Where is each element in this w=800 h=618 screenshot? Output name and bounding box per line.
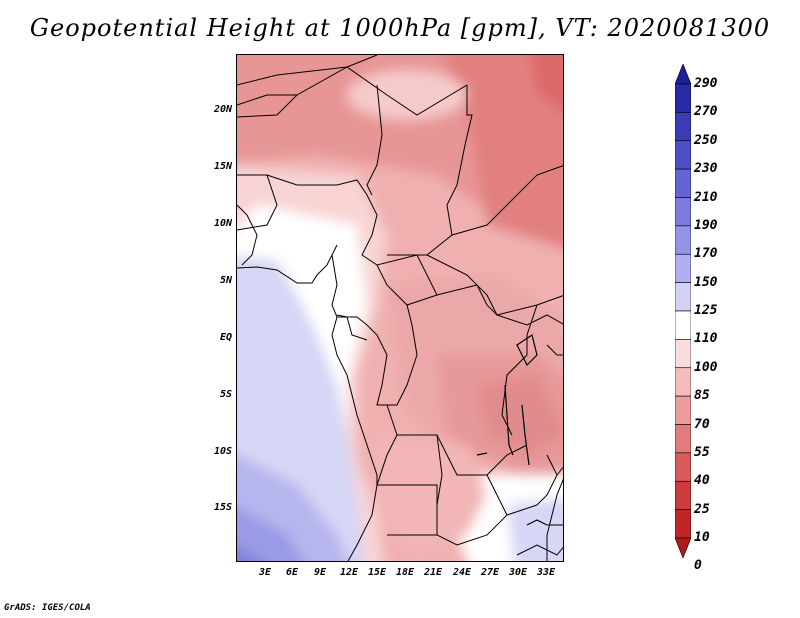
colorbar-swatch — [675, 112, 691, 142]
colorbar-swatch — [675, 339, 691, 369]
colorbar-label: 230 — [694, 161, 718, 177]
lon-tick-12e: 12E — [339, 567, 359, 578]
colorbar-swatch — [675, 197, 691, 227]
colorbar-label: 170 — [694, 246, 718, 262]
colorbar — [675, 64, 691, 558]
colorbar-label: 110 — [694, 331, 718, 347]
lon-tick-27e: 27E — [480, 567, 500, 578]
colorbar-swatch — [675, 509, 691, 539]
colorbar-swatch-top — [675, 64, 691, 85]
colorbar-label: 250 — [694, 132, 718, 148]
colorbar-swatch — [675, 310, 691, 340]
lakes — [476, 334, 548, 526]
lon-tick-18e: 18E — [395, 567, 415, 578]
lat-tick-20n: 20N — [213, 104, 232, 115]
colorbar-swatch — [675, 225, 691, 255]
colorbar-label: 125 — [694, 303, 718, 318]
colorbar-label: 70 — [694, 416, 710, 432]
colorbar-label: 55 — [694, 444, 710, 460]
colorbar-swatch — [675, 253, 691, 283]
lat-tick-15s: 15S — [213, 502, 232, 513]
colorbar-swatch — [675, 480, 691, 510]
lat-tick-5n: 5N — [219, 275, 232, 286]
lon-tick-15e: 15E — [367, 567, 387, 578]
lon-tick-3e: 3E — [258, 567, 272, 578]
lat-tick-5s: 5S — [219, 389, 232, 400]
colorbar-label: 150 — [694, 274, 718, 290]
lon-tick-9e: 9E — [313, 567, 327, 578]
lon-tick-30e: 30E — [508, 567, 528, 578]
colorbar-label: 100 — [694, 359, 718, 375]
colorbar-label: 210 — [694, 189, 718, 205]
colorbar-label: 190 — [694, 217, 718, 233]
geopotential-map — [237, 55, 563, 561]
colorbar-swatch — [675, 424, 691, 454]
lat-tick-15n: 15N — [213, 161, 232, 172]
colorbar-label: 270 — [694, 104, 718, 120]
lon-tick-6e: 6E — [285, 567, 299, 578]
lon-tick-24e: 24E — [452, 567, 472, 578]
colorbar-label: 40 — [694, 473, 710, 489]
colorbar-swatch — [675, 168, 691, 198]
borders — [237, 55, 563, 561]
height-field — [237, 55, 563, 561]
colorbar-label: 25 — [694, 501, 710, 517]
colorbar-swatch — [675, 452, 691, 482]
colorbar-label: 10 — [694, 530, 710, 545]
lat-tick-eq: EQ — [219, 332, 232, 343]
chart-title: Geopotential Height at 1000hPa [gpm], VT… — [29, 14, 771, 42]
lon-tick-21e: 21E — [423, 567, 443, 578]
lat-tick-10s: 10S — [213, 446, 232, 457]
colorbar-label: 290 — [694, 76, 718, 91]
colorbar-swatch — [675, 395, 691, 425]
colorbar-swatch — [675, 367, 691, 397]
colorbar-swatch — [675, 282, 691, 312]
colorbar-label: 0 — [694, 558, 702, 574]
grads-credit: GrADS: IGES/COLA — [4, 603, 91, 613]
colorbar-label: 85 — [694, 388, 710, 404]
colorbar-swatch — [675, 140, 691, 170]
colorbar-swatch-bottom — [675, 537, 691, 558]
lon-tick-33e: 33E — [536, 567, 556, 578]
lat-tick-10n: 10N — [213, 218, 232, 229]
map-panel — [236, 54, 564, 562]
colorbar-swatch — [675, 83, 691, 113]
